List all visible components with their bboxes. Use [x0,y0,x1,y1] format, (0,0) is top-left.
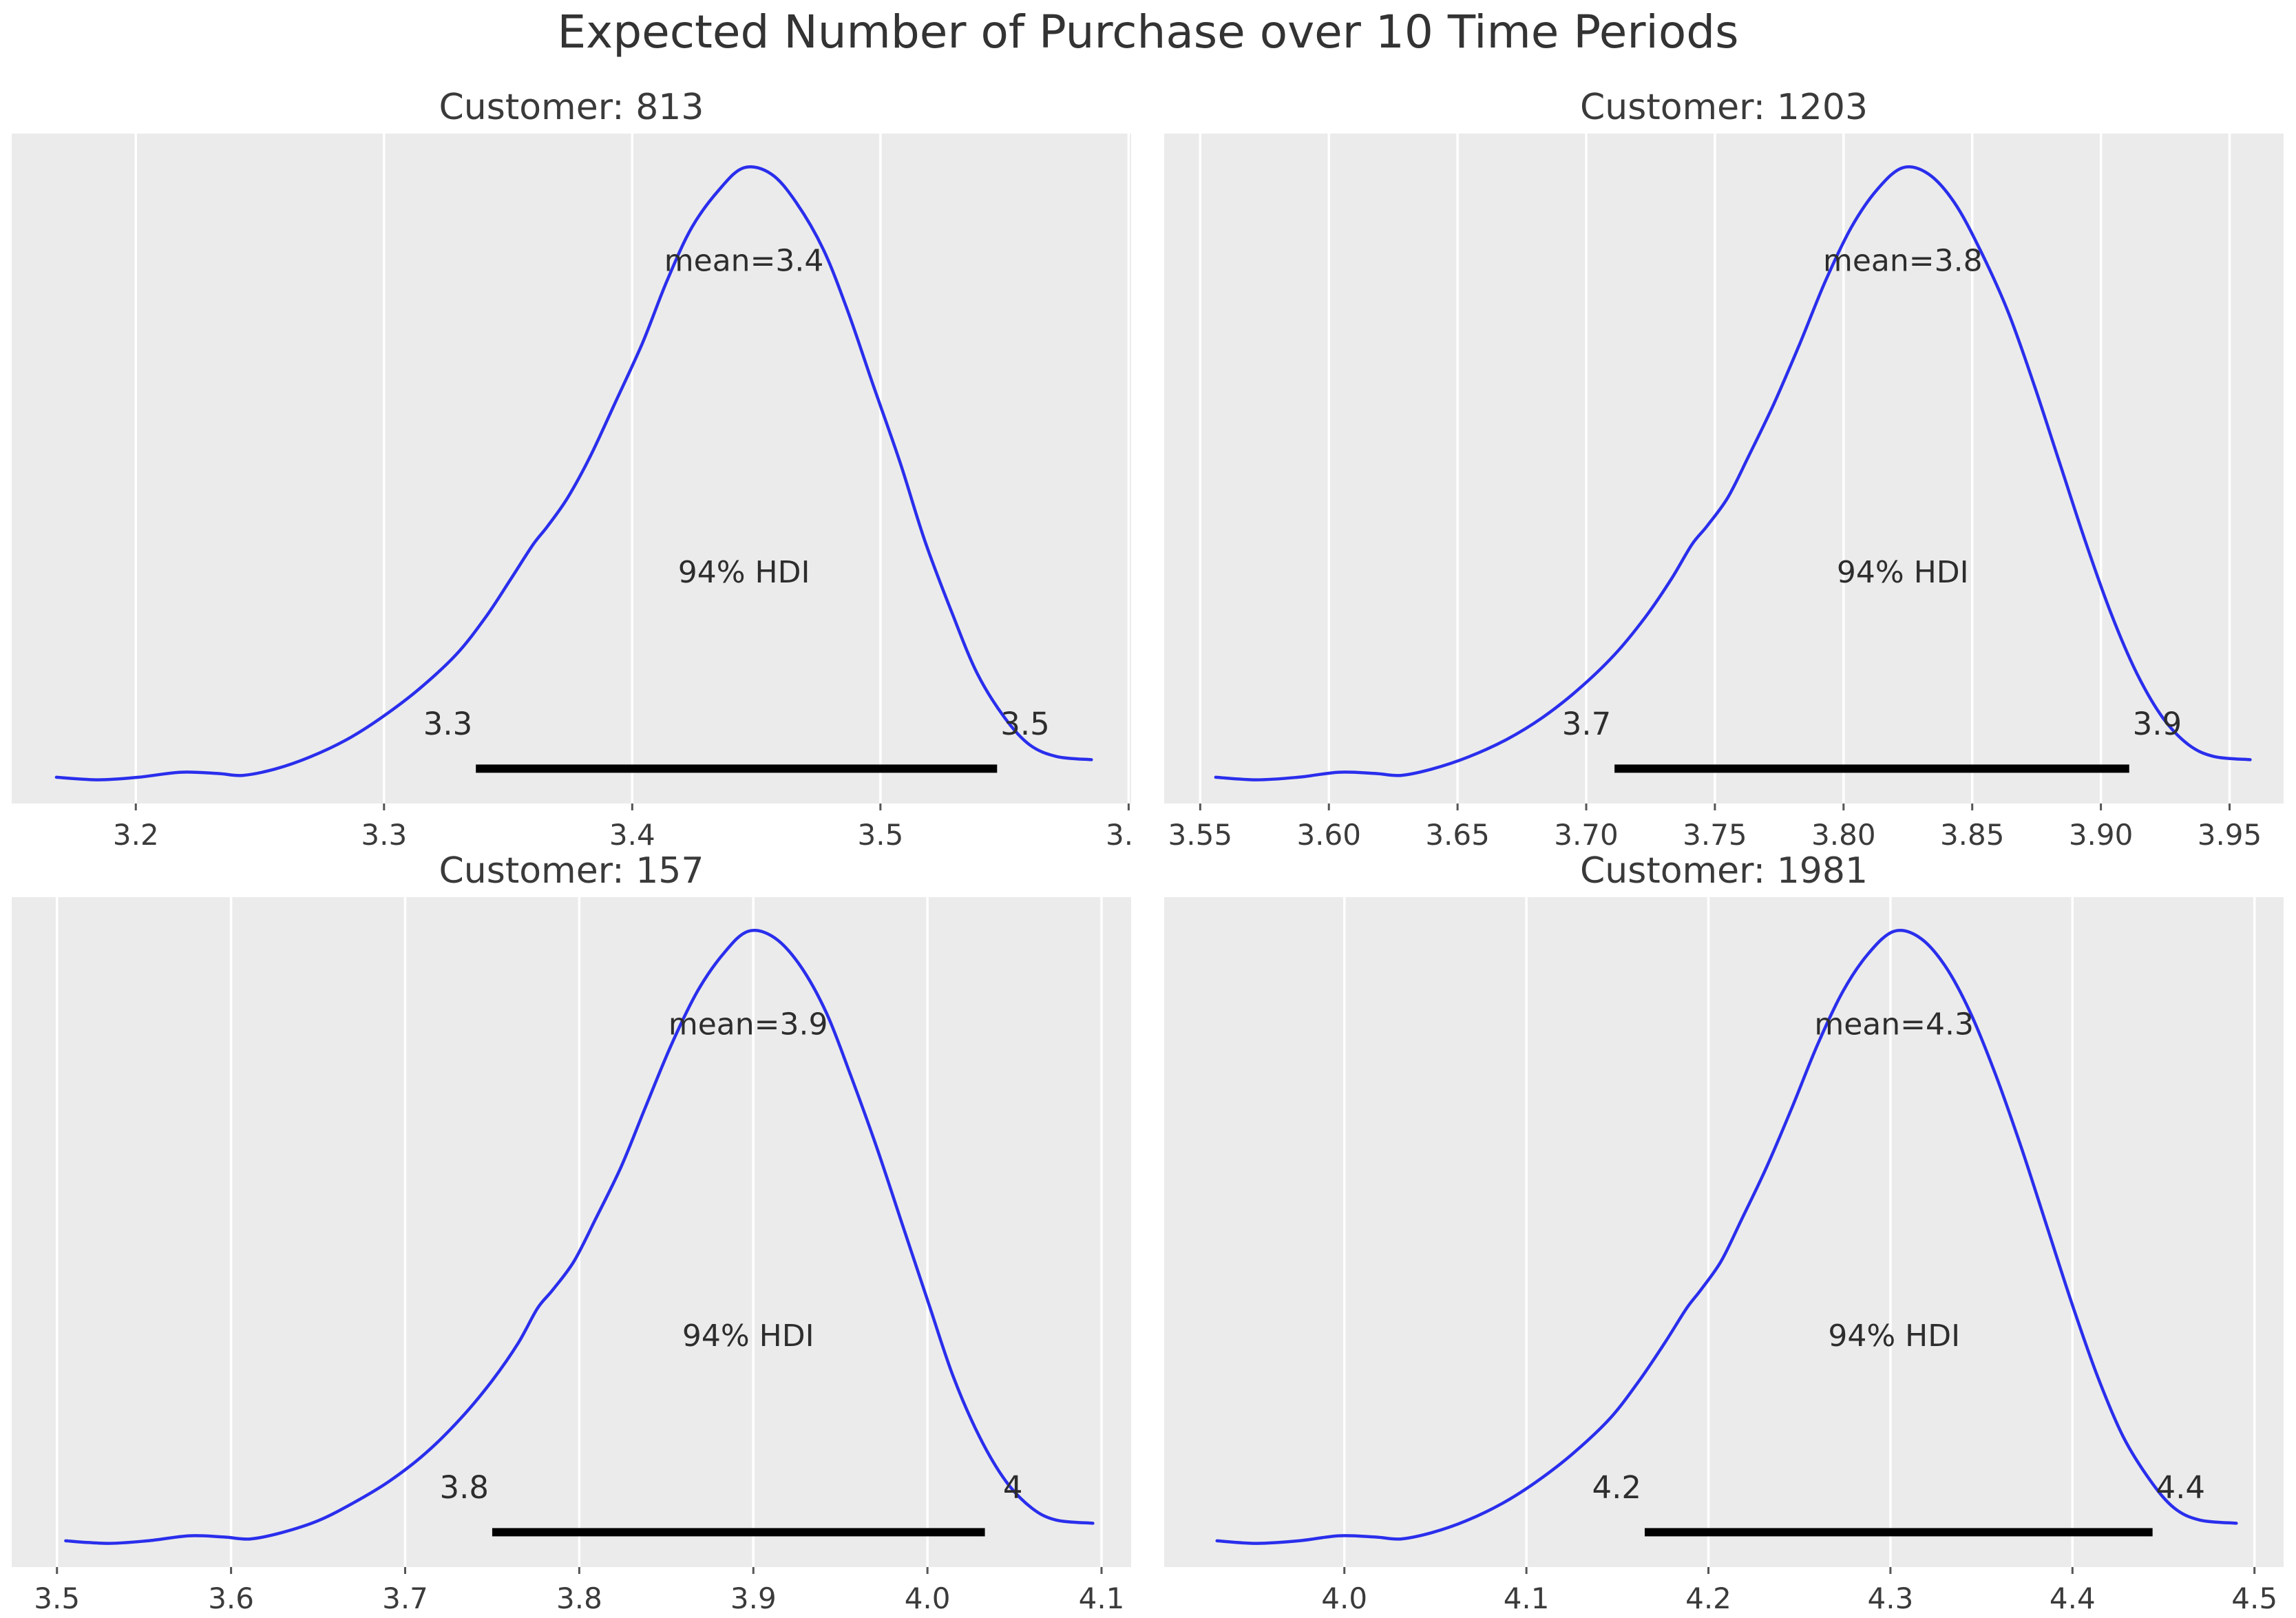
hdi-lower-label: 3.3 [423,706,473,742]
hdi-annotation: 94% HDI [1828,1318,1960,1354]
x-tick-label: 4.0 [905,1582,951,1615]
panel-background [12,897,1131,1567]
x-tick-label: 3.75 [1683,818,1747,852]
x-tick-label: 3.3 [361,818,407,852]
density-svg: 3.55 3.60 3.65 3.70 3.75 3.80 3.85 3.90 3.95 3.7 3… [1164,134,2284,852]
hdi-lower-label: 4.2 [1592,1469,1642,1506]
subplot-title: Customer: 1981 [1579,850,1868,892]
x-tick-label: 3.9 [730,1582,777,1615]
x-tick-label: 3.2 [113,818,159,852]
hdi-annotation: 94% HDI [682,1318,814,1354]
x-tick-label: 4.5 [2231,1582,2277,1615]
x-tick-label: 3.60 [1296,818,1361,852]
x-tick-label: 3.55 [1168,818,1233,852]
hdi-upper-label: 4 [1003,1469,1023,1506]
hdi-bar [492,1528,985,1537]
mean-annotation: mean=3.4 [664,244,824,279]
mean-annotation: mean=3.9 [668,1007,828,1042]
hdi-bar [476,764,998,773]
subplot-title: Customer: 1203 [1579,87,1868,128]
x-tick-label: 4.1 [1079,1582,1125,1615]
x-tick-label: 3.8 [556,1582,602,1615]
hdi-lower-label: 3.8 [440,1469,489,1506]
subplot-title: Customer: 157 [439,850,704,892]
subplot-customer-157: Customer: 157 3.5 3.6 3.7 3.8 3.9 4.0 4.1 3.8 4 m… [12,845,1131,1618]
hdi-bar [1644,1528,2153,1537]
subplot-title: Customer: 813 [439,87,704,128]
subplot-customer-1981: Customer: 1981 4.0 4.1 4.2 4.3 4.4 4.5 4.2 4.4 m… [1164,845,2284,1618]
hdi-lower-label: 3.7 [1562,706,1612,742]
panel-background [12,134,1131,803]
panel-background [1164,134,2284,803]
hdi-annotation: 94% HDI [1837,555,1969,590]
x-tick-label: 4.2 [1685,1582,1731,1615]
hdi-upper-label: 3.9 [2133,706,2182,742]
x-tick-label: 3.5 [858,818,904,852]
density-curve [1215,929,2238,1545]
subplot-customer-1203: Customer: 1203 3.55 3.60 3.65 3.70 3.75 3.80 3… [1164,81,2284,855]
mean-annotation: mean=3.8 [1823,244,1983,279]
figure-title: Expected Number of Purchase over 10 Time… [557,6,1739,59]
density-svg: 3.2 3.3 3.4 3.5 3.6 3.3 3.5 mean=3.4 94% HDI [12,134,1131,852]
x-tick-label: 3.5 [34,1582,80,1615]
x-tick-label: 4.1 [1504,1582,1550,1615]
mean-annotation: mean=4.3 [1814,1007,1974,1042]
x-tick-label: 3.95 [2198,818,2262,852]
hdi-upper-label: 4.4 [2156,1469,2206,1506]
hdi-upper-label: 3.5 [1000,706,1050,742]
density-curve [1214,165,2252,781]
x-tick-label: 3.7 [382,1582,428,1615]
x-tick-label: 3.65 [1425,818,1490,852]
density-svg: 4.0 4.1 4.2 4.3 4.4 4.5 4.2 4.4 mean=4.3 94% HDI [1164,897,2284,1615]
density-curve [54,165,1093,781]
density-svg: 3.5 3.6 3.7 3.8 3.9 4.0 4.1 3.8 4 mean=3.9 94% HDI [12,897,1131,1615]
x-tick-label: 3.6 [208,1582,254,1615]
x-tick-label: 3.6 [1106,818,1131,852]
x-tick-label: 3.85 [1940,818,2005,852]
panel-background [1164,897,2284,1567]
hdi-bar [1614,764,2129,773]
hdi-annotation: 94% HDI [678,555,810,590]
x-tick-label: 3.80 [1811,818,1876,852]
x-tick-label: 4.4 [2050,1582,2096,1615]
x-tick-label: 4.3 [1868,1582,1914,1615]
x-tick-label: 4.0 [1321,1582,1367,1615]
x-tick-label: 3.70 [1554,818,1619,852]
x-tick-label: 3.4 [609,818,655,852]
subplot-customer-813: Customer: 813 3.2 3.3 3.4 3.5 3.6 3.3 3.5 mean=… [12,81,1131,855]
density-curve [64,929,1095,1545]
x-tick-label: 3.90 [2069,818,2134,852]
